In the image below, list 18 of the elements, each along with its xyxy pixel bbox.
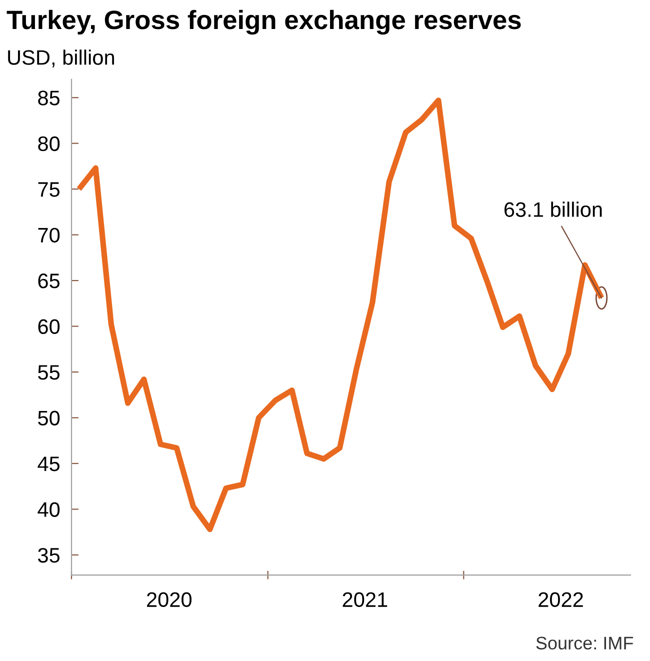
y-tick-label: 40 [38,502,60,517]
y-tick-label: 50 [38,410,60,426]
annotation: 63.1 billion [504,202,602,217]
y-tick-label: 60 [38,319,60,334]
y-tick-label: 45 [38,456,60,472]
source-note: Source: IMF [536,636,634,650]
x-tick-label: 2021 [342,592,388,608]
y-tick-label: 65 [38,274,60,288]
x-tick-label: 2020 [147,592,192,608]
y-tick-label: 80 [38,136,60,152]
chart-title: Turkey, Gross foreign exchange reserves [6,10,521,35]
y-tick-label: 75 [38,182,60,197]
y-tick-label: 35 [38,548,60,563]
y-tick-label: 55 [38,365,60,380]
x-tick-label: 2022 [538,592,583,608]
y-tick-label: 85 [38,90,60,106]
y-tick-label: 70 [38,228,60,243]
y-axis-title: USD, billion [8,50,114,68]
